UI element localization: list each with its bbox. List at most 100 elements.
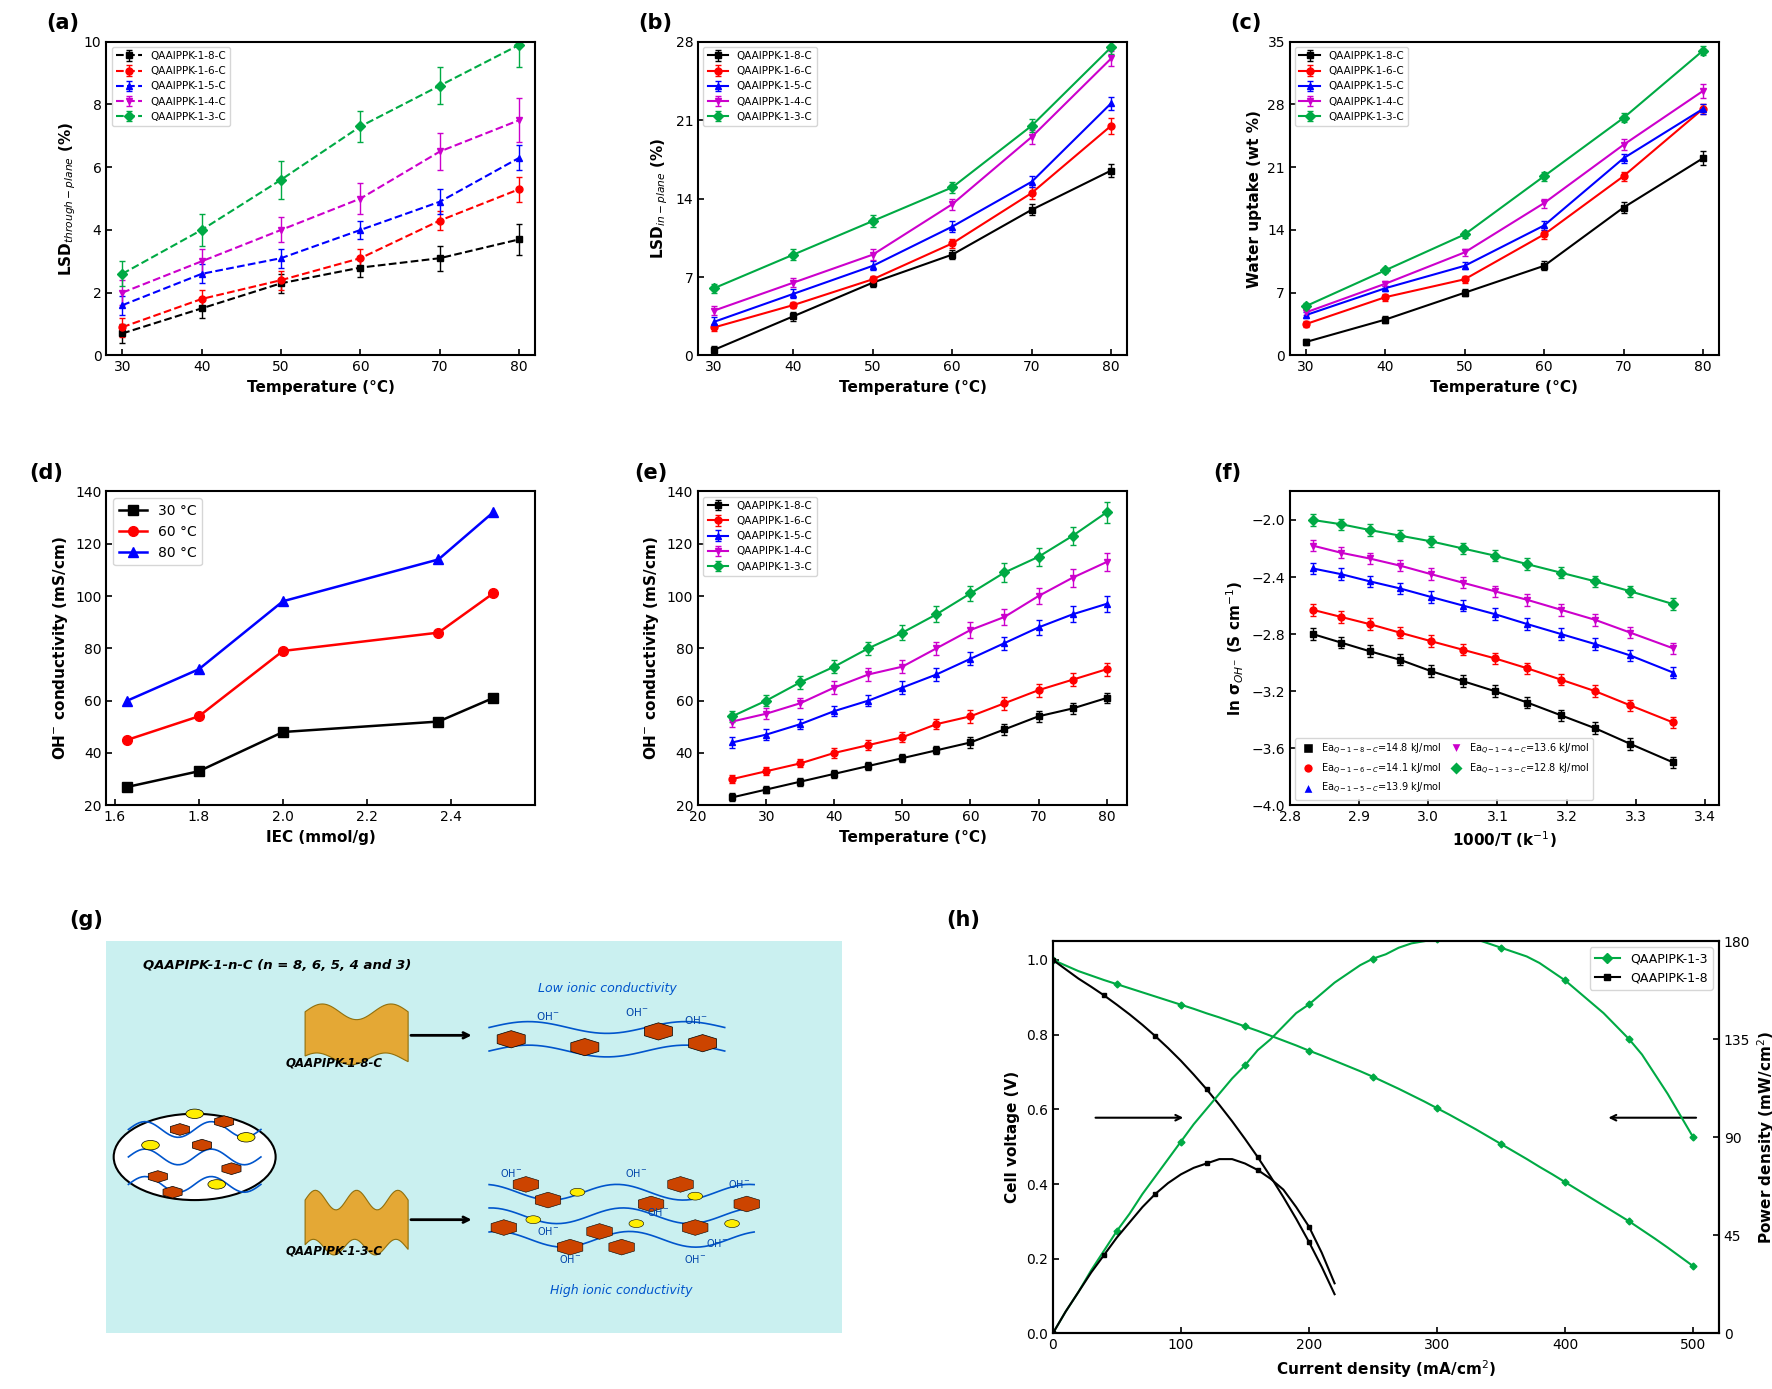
QAAPIPK-1-8 <box>1324 1286 1345 1303</box>
Line: QAAPIPK-1-8: QAAPIPK-1-8 <box>1051 957 1338 1297</box>
Circle shape <box>526 1215 540 1224</box>
60 °C <box>188 708 209 725</box>
QAAPIPK-1-8 <box>1196 1081 1217 1097</box>
Circle shape <box>571 1189 585 1196</box>
Legend: QAAIPPK-1-8-C, QAAIPPK-1-6-C, QAAIPPK-1-5-C, QAAIPPK-1-4-C, QAAIPPK-1-3-C: QAAIPPK-1-8-C, QAAIPPK-1-6-C, QAAIPPK-1-… <box>703 47 817 126</box>
30 °C <box>427 713 448 729</box>
Text: OH$^{-}$: OH$^{-}$ <box>647 1206 670 1218</box>
80 °C <box>273 593 294 610</box>
QAAPIPK-1-8 <box>1106 996 1127 1013</box>
Text: (c): (c) <box>1230 13 1262 33</box>
Text: OH$^{-}$: OH$^{-}$ <box>728 1178 751 1190</box>
QAAPIPK-1-3 <box>1503 1143 1524 1160</box>
QAAPIPK-1-8 <box>1042 951 1063 968</box>
Text: OH$^{-}$: OH$^{-}$ <box>684 1253 707 1265</box>
QAAPIPK-1-8 <box>1299 1233 1320 1250</box>
Circle shape <box>237 1132 255 1142</box>
Y-axis label: OH$^{-}$ conductivity (mS/cm): OH$^{-}$ conductivity (mS/cm) <box>51 536 69 760</box>
Circle shape <box>629 1220 643 1228</box>
Text: OH$^{-}$: OH$^{-}$ <box>558 1253 581 1265</box>
Text: (d): (d) <box>28 463 64 483</box>
QAAPIPK-1-3 <box>1235 1018 1256 1035</box>
Circle shape <box>186 1108 204 1118</box>
30 °C <box>188 763 209 779</box>
QAAPIPK-1-8 <box>1145 1028 1166 1045</box>
Circle shape <box>142 1140 159 1150</box>
Y-axis label: Cell voltage (V): Cell voltage (V) <box>1005 1071 1021 1203</box>
QAAPIPK-1-3 <box>1247 1022 1269 1039</box>
X-axis label: Temperature (°C): Temperature (°C) <box>1430 379 1579 394</box>
Line: QAAPIPK-1-3: QAAPIPK-1-3 <box>1051 957 1696 1268</box>
Legend: Ea$_{Q-1-8-C}$=14.8 kJ/mol, Ea$_{Q-1-6-C}$=14.1 kJ/mol, Ea$_{Q-1-5-C}$=13.9 kJ/m: Ea$_{Q-1-8-C}$=14.8 kJ/mol, Ea$_{Q-1-6-C… <box>1295 738 1593 800</box>
QAAPIPK-1-8 <box>1247 1149 1269 1165</box>
X-axis label: Temperature (°C): Temperature (°C) <box>246 379 395 394</box>
Text: (g): (g) <box>69 910 103 929</box>
Circle shape <box>207 1179 225 1189</box>
Text: OH$^{-}$: OH$^{-}$ <box>537 1225 558 1238</box>
Text: (a): (a) <box>46 13 80 33</box>
Text: QAAPIPK-1-8-C: QAAPIPK-1-8-C <box>285 1057 383 1070</box>
QAAPIPK-1-8 <box>1209 1096 1230 1113</box>
QAAPIPK-1-8 <box>1272 1189 1294 1206</box>
Legend: QAAIPPK-1-8-C, QAAIPPK-1-6-C, QAAIPPK-1-5-C, QAAIPPK-1-4-C, QAAIPPK-1-3-C: QAAIPPK-1-8-C, QAAIPPK-1-6-C, QAAIPPK-1-… <box>1295 47 1409 126</box>
QAAPIPK-1-8 <box>1081 978 1102 995</box>
60 °C <box>482 585 503 601</box>
QAAPIPK-1-8 <box>1093 988 1115 1004</box>
QAAPIPK-1-8 <box>1132 1017 1154 1033</box>
QAAPIPK-1-8 <box>1311 1258 1333 1275</box>
QAAPIPK-1-3 <box>1669 1249 1690 1265</box>
80 °C <box>117 692 138 708</box>
X-axis label: IEC (mmol/g): IEC (mmol/g) <box>266 829 376 845</box>
Circle shape <box>113 1114 276 1200</box>
Text: QAAPIPK-1-3-C: QAAPIPK-1-3-C <box>285 1245 383 1258</box>
Circle shape <box>688 1192 703 1200</box>
Text: OH$^{-}$: OH$^{-}$ <box>684 1014 707 1025</box>
Text: Low ionic conductivity: Low ionic conductivity <box>537 982 677 995</box>
Line: 80 °C: 80 °C <box>122 507 498 706</box>
Text: (e): (e) <box>634 463 666 483</box>
Text: OH$^{-}$: OH$^{-}$ <box>707 1238 728 1249</box>
QAAPIPK-1-8 <box>1069 971 1090 988</box>
QAAPIPK-1-3 <box>1042 951 1063 968</box>
QAAPIPK-1-3 <box>1184 1000 1205 1017</box>
Text: (h): (h) <box>946 910 980 929</box>
QAAPIPK-1-8 <box>1260 1168 1281 1185</box>
QAAPIPK-1-8 <box>1235 1131 1256 1147</box>
60 °C <box>273 643 294 660</box>
80 °C <box>188 661 209 678</box>
30 °C <box>273 724 294 740</box>
X-axis label: Current density (mA/cm$^{2}$): Current density (mA/cm$^{2}$) <box>1276 1358 1496 1379</box>
Polygon shape <box>305 1004 408 1065</box>
80 °C <box>482 504 503 521</box>
QAAPIPK-1-8 <box>1285 1210 1306 1226</box>
30 °C <box>117 779 138 796</box>
QAAPIPK-1-3 <box>1465 1121 1487 1138</box>
X-axis label: Temperature (°C): Temperature (°C) <box>838 829 987 845</box>
FancyBboxPatch shape <box>106 942 842 1333</box>
Text: OH$^{-}$: OH$^{-}$ <box>626 1167 647 1178</box>
Text: OH$^{-}$: OH$^{-}$ <box>500 1167 523 1178</box>
Text: (b): (b) <box>638 13 672 33</box>
Legend: QAAPIPK-1-8-C, QAAPIPK-1-6-C, QAAPIPK-1-5-C, QAAPIPK-1-4-C, QAAPIPK-1-3-C: QAAPIPK-1-8-C, QAAPIPK-1-6-C, QAAPIPK-1-… <box>703 497 817 576</box>
60 °C <box>427 624 448 640</box>
Circle shape <box>725 1220 739 1228</box>
Text: QAAPIPK-1-n-C (n = 8, 6, 5, 4 and 3): QAAPIPK-1-n-C (n = 8, 6, 5, 4 and 3) <box>144 958 411 972</box>
Polygon shape <box>305 1190 408 1256</box>
QAAPIPK-1-8 <box>1221 1113 1242 1129</box>
Text: High ionic conductivity: High ionic conductivity <box>551 1285 693 1297</box>
Legend: QAAIPPK-1-8-C, QAAIPPK-1-6-C, QAAIPPK-1-5-C, QAAIPPK-1-4-C, QAAIPPK-1-3-C: QAAIPPK-1-8-C, QAAIPPK-1-6-C, QAAIPPK-1-… <box>112 47 230 126</box>
80 °C <box>427 551 448 568</box>
QAAPIPK-1-8 <box>1184 1067 1205 1083</box>
QAAPIPK-1-8 <box>1118 1006 1139 1022</box>
Legend: 30 °C, 60 °C, 80 °C: 30 °C, 60 °C, 80 °C <box>113 499 202 565</box>
Text: OH$^{-}$: OH$^{-}$ <box>626 1006 649 1018</box>
QAAPIPK-1-8 <box>1054 961 1076 978</box>
Text: (f): (f) <box>1212 463 1240 483</box>
Y-axis label: ln σ$_{OH^{-}}$ (S cm$^{-1}$): ln σ$_{OH^{-}}$ (S cm$^{-1}$) <box>1224 581 1246 715</box>
30 °C <box>482 690 503 707</box>
Y-axis label: LSD$_{in-plane}$ (%): LSD$_{in-plane}$ (%) <box>650 138 670 260</box>
X-axis label: Temperature (°C): Temperature (°C) <box>838 379 987 394</box>
QAAPIPK-1-3 <box>1683 1258 1705 1275</box>
Line: 30 °C: 30 °C <box>122 693 498 792</box>
QAAPIPK-1-8 <box>1170 1053 1191 1070</box>
